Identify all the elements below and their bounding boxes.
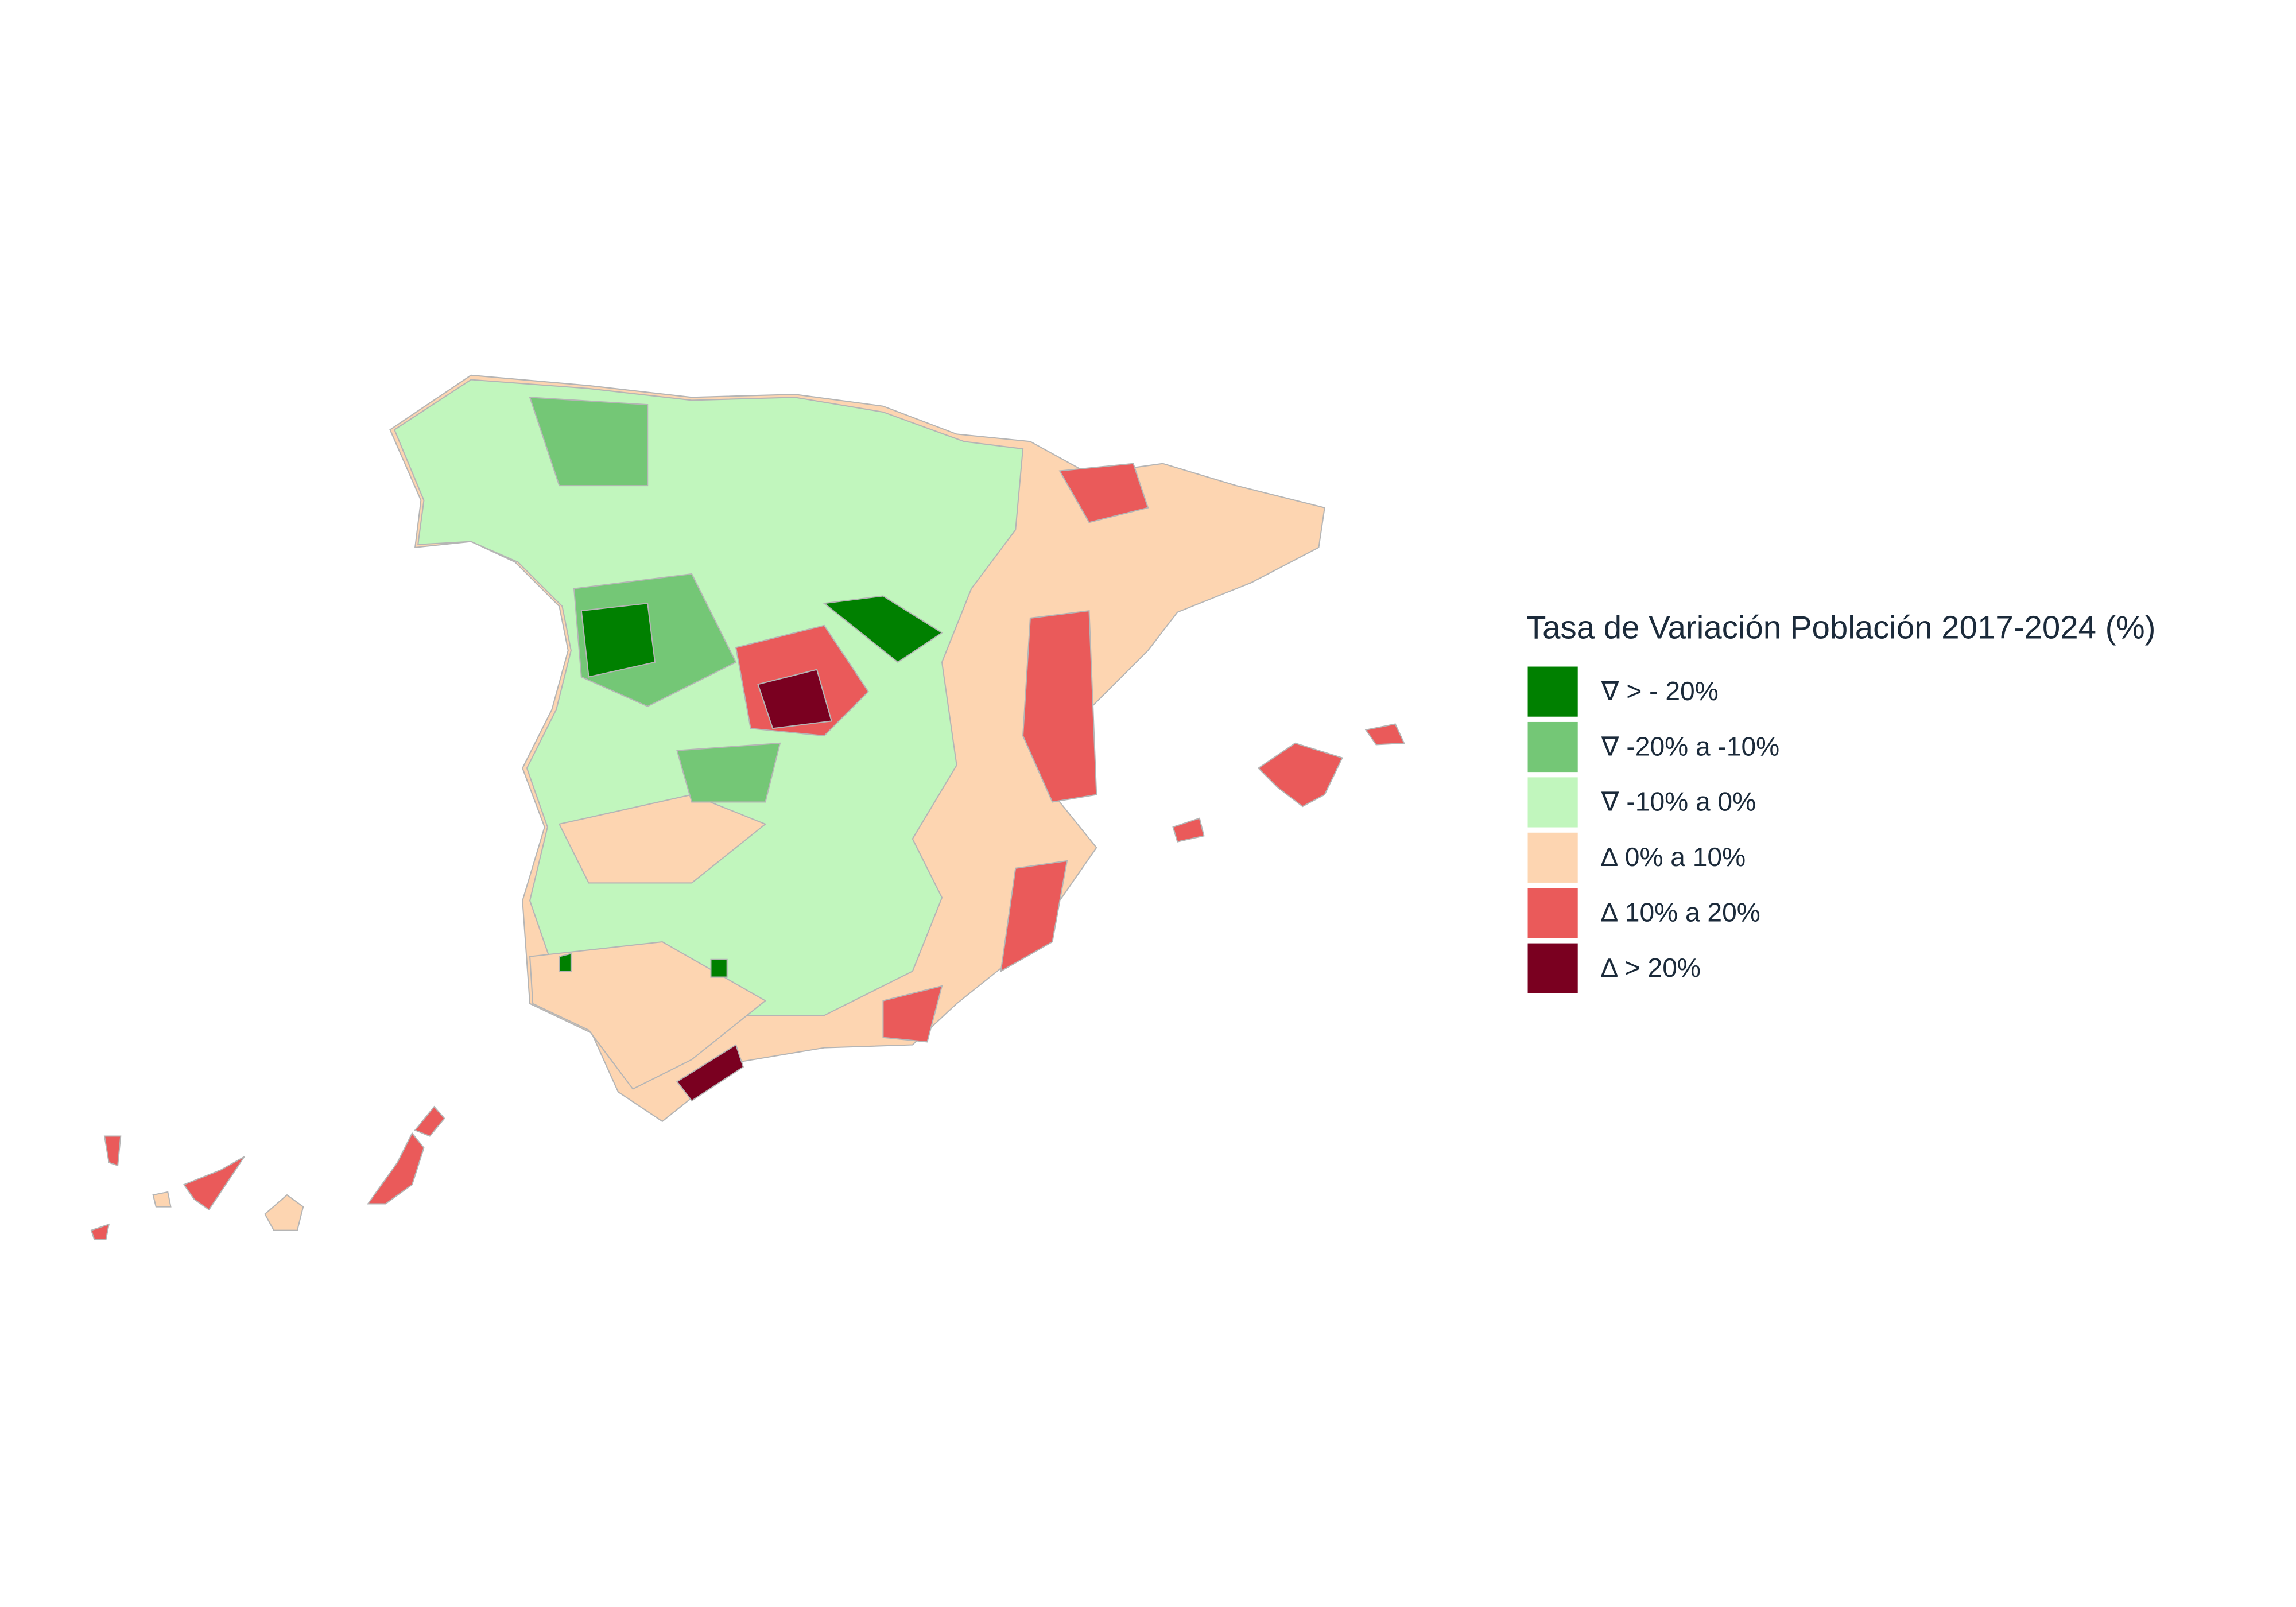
legend-swatch <box>1527 777 1578 828</box>
legend-label: ∆ 0% a 10% <box>1601 842 1746 872</box>
island <box>1172 817 1205 843</box>
island <box>367 1132 425 1205</box>
region-patch <box>676 742 781 803</box>
legend-label: ∇ -10% a 0% <box>1601 787 1756 817</box>
region-patch <box>757 669 833 729</box>
region-patch <box>393 379 1024 1016</box>
island <box>1364 723 1405 746</box>
region-patch <box>1058 463 1149 523</box>
legend-swatch <box>1527 943 1578 993</box>
island <box>103 1135 122 1167</box>
legend-label: ∇ > - 20% <box>1601 676 1719 706</box>
region-patch <box>529 397 649 487</box>
island <box>183 1156 245 1211</box>
island <box>90 1223 110 1240</box>
legend: ∇ > - 20% ∇ -20% a -10% ∇ -10% a 0% ∆ 0% a … <box>1527 666 1779 993</box>
legend-swatch <box>1527 721 1578 773</box>
region-patch <box>529 941 767 1090</box>
island <box>152 1191 172 1208</box>
legend-swatch <box>1527 888 1578 938</box>
island <box>414 1105 445 1137</box>
region-patch <box>882 985 943 1043</box>
region-patch <box>676 1043 744 1102</box>
legend-swatch <box>1527 666 1578 717</box>
legend-swatch <box>1527 832 1578 883</box>
region-patch <box>1022 610 1097 803</box>
region-patch <box>558 794 767 884</box>
legend-label: ∆ > 20% <box>1601 953 1701 983</box>
legend-label: ∆ 10% a 20% <box>1601 898 1760 927</box>
legend-label: ∇ -20% a -10% <box>1601 731 1779 761</box>
region-patch <box>559 953 572 972</box>
region-patch <box>823 595 943 663</box>
legend-title: Tasa de Variación Población 2017-2024 (%… <box>1526 609 2155 645</box>
island <box>1257 742 1343 808</box>
region-patch <box>710 958 728 978</box>
map <box>90 374 1405 1240</box>
island <box>264 1194 304 1231</box>
region-patch <box>580 603 656 678</box>
region-patch <box>1000 860 1068 973</box>
